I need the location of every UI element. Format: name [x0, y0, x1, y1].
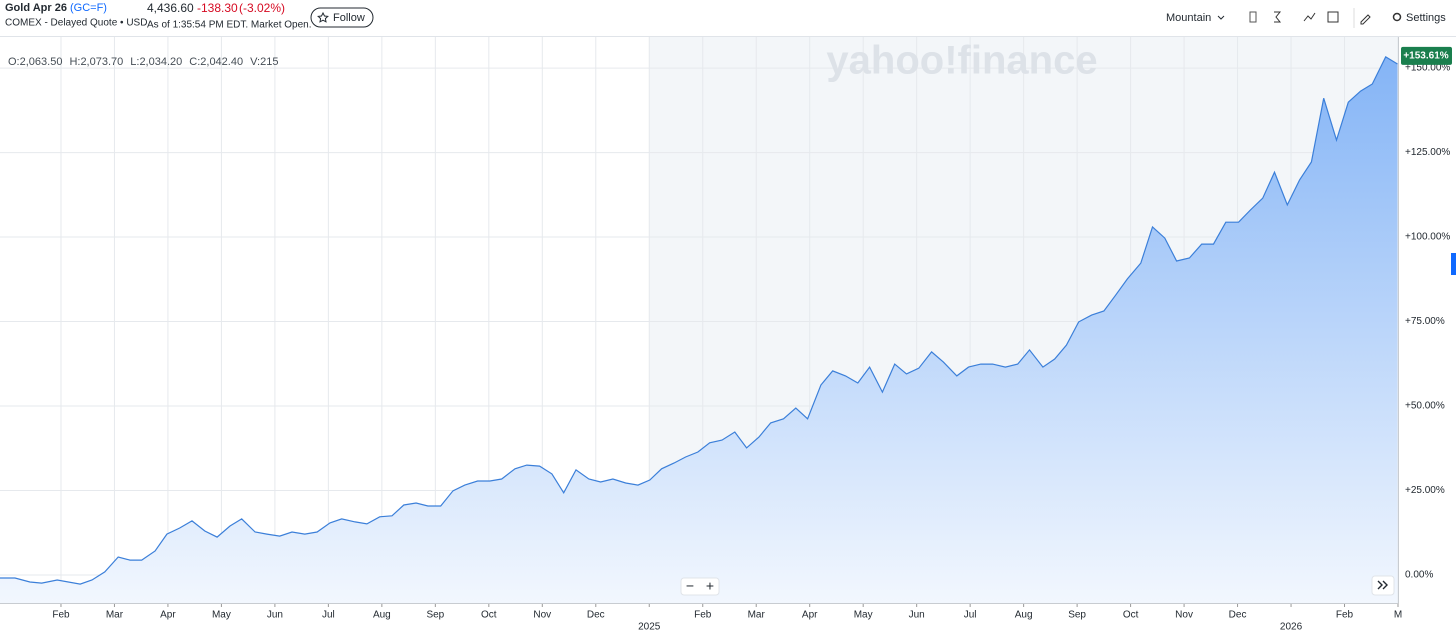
x-tick-label: Nov — [1175, 610, 1193, 621]
x-tick-label: Apr — [802, 610, 818, 621]
y-tick-label: +50.00% — [1405, 401, 1445, 412]
y-tick-label: +25.00% — [1405, 485, 1445, 496]
y-tick-label: +75.00% — [1405, 316, 1445, 327]
x-tick-label: Oct — [1123, 610, 1139, 621]
year-label: 2026 — [1280, 622, 1303, 632]
x-tick-label: Aug — [373, 610, 391, 621]
x-tick-label: Dec — [1229, 610, 1247, 621]
y-tick-label: +100.00% — [1405, 232, 1450, 243]
last-value-label: +153.61% — [1403, 51, 1448, 62]
price-line — [0, 56, 1398, 585]
star-icon — [317, 11, 329, 23]
x-tick-label: Sep — [1068, 610, 1086, 621]
change: -138.30 — [197, 1, 238, 15]
plot — [0, 37, 1399, 607]
x-tick-label: Jul — [322, 610, 335, 621]
symbol[interactable]: (GC=F) — [70, 2, 107, 14]
icon-draw[interactable] — [1360, 14, 1371, 25]
icon-date[interactable] — [1327, 11, 1339, 23]
side-tab[interactable] — [1451, 253, 1456, 275]
chevron — [1217, 15, 1225, 20]
x-tick-label: Feb — [52, 610, 70, 621]
x-tick-label: Oct — [481, 610, 497, 621]
scroll-icon — [1377, 580, 1388, 590]
icon-compare[interactable] — [1249, 11, 1257, 23]
exchange: COMEX - Delayed Quote • USD — [5, 18, 147, 29]
symbol-name: Gold Apr 26 — [5, 2, 67, 14]
x-tick-label: M — [1394, 610, 1402, 621]
ohlc-value: V:215 — [250, 56, 278, 68]
price: 4,436.60 — [147, 1, 194, 15]
zoom-out[interactable]: − — [686, 578, 694, 594]
chart-style[interactable]: Mountain — [1166, 12, 1211, 24]
ohlc-value: H:2,073.70 — [69, 56, 123, 68]
icon-settings[interactable] — [1392, 12, 1402, 22]
x-tick-label: Feb — [694, 610, 712, 621]
year-label: 2025 — [638, 622, 661, 632]
x-tick-label: Mar — [106, 610, 124, 621]
icon-events[interactable] — [1303, 12, 1316, 22]
x-tick-label: Dec — [587, 610, 605, 621]
settings-label[interactable]: Settings — [1406, 12, 1446, 24]
x-tick-label: Aug — [1015, 610, 1033, 621]
x-tick-label: Jun — [267, 610, 283, 621]
zoom-in[interactable]: + — [706, 578, 714, 594]
x-tick-label: Feb — [1336, 610, 1354, 621]
x-tick-label: May — [212, 610, 231, 621]
area-fill — [0, 56, 1398, 603]
icon-indicators[interactable] — [1274, 11, 1282, 23]
x-tick-label: Mar — [748, 610, 766, 621]
x-tick-label: Apr — [160, 610, 176, 621]
watermark: yahoo!finance — [826, 39, 1097, 83]
x-tick-label: Jul — [964, 610, 977, 621]
scroll-button[interactable] — [1371, 575, 1395, 596]
ohlc-value: L:2,034.20 — [130, 56, 182, 68]
y-tick-label: +125.00% — [1405, 147, 1450, 158]
x-tick-label: Sep — [426, 610, 444, 621]
ohlc: O:2,063.50 H:2,073.70 L:2,034.20 C:2,042.40… — [8, 56, 278, 68]
y-tick-label: +150.00% — [1405, 63, 1450, 74]
x-tick-label: Nov — [533, 610, 551, 621]
ohlc-value: C:2,042.40 — [189, 56, 243, 68]
last-value-box — [1401, 46, 1452, 65]
zoom-control — [680, 577, 720, 596]
x-tick-label: May — [854, 610, 873, 621]
x-tick-label: Jun — [909, 610, 925, 621]
y-tick-label: 0.00% — [1405, 570, 1433, 581]
ohlc-value: O:2,063.50 — [8, 56, 62, 68]
header: Gold Apr 26 (GC=F) COMEX - Delayed Quote… — [0, 1, 1456, 37]
follow-label[interactable]: Follow — [333, 12, 365, 24]
as-of: As of 1:35:54 PM EDT. Market Open. — [147, 20, 312, 31]
change-pct: (-3.02%) — [239, 1, 285, 15]
